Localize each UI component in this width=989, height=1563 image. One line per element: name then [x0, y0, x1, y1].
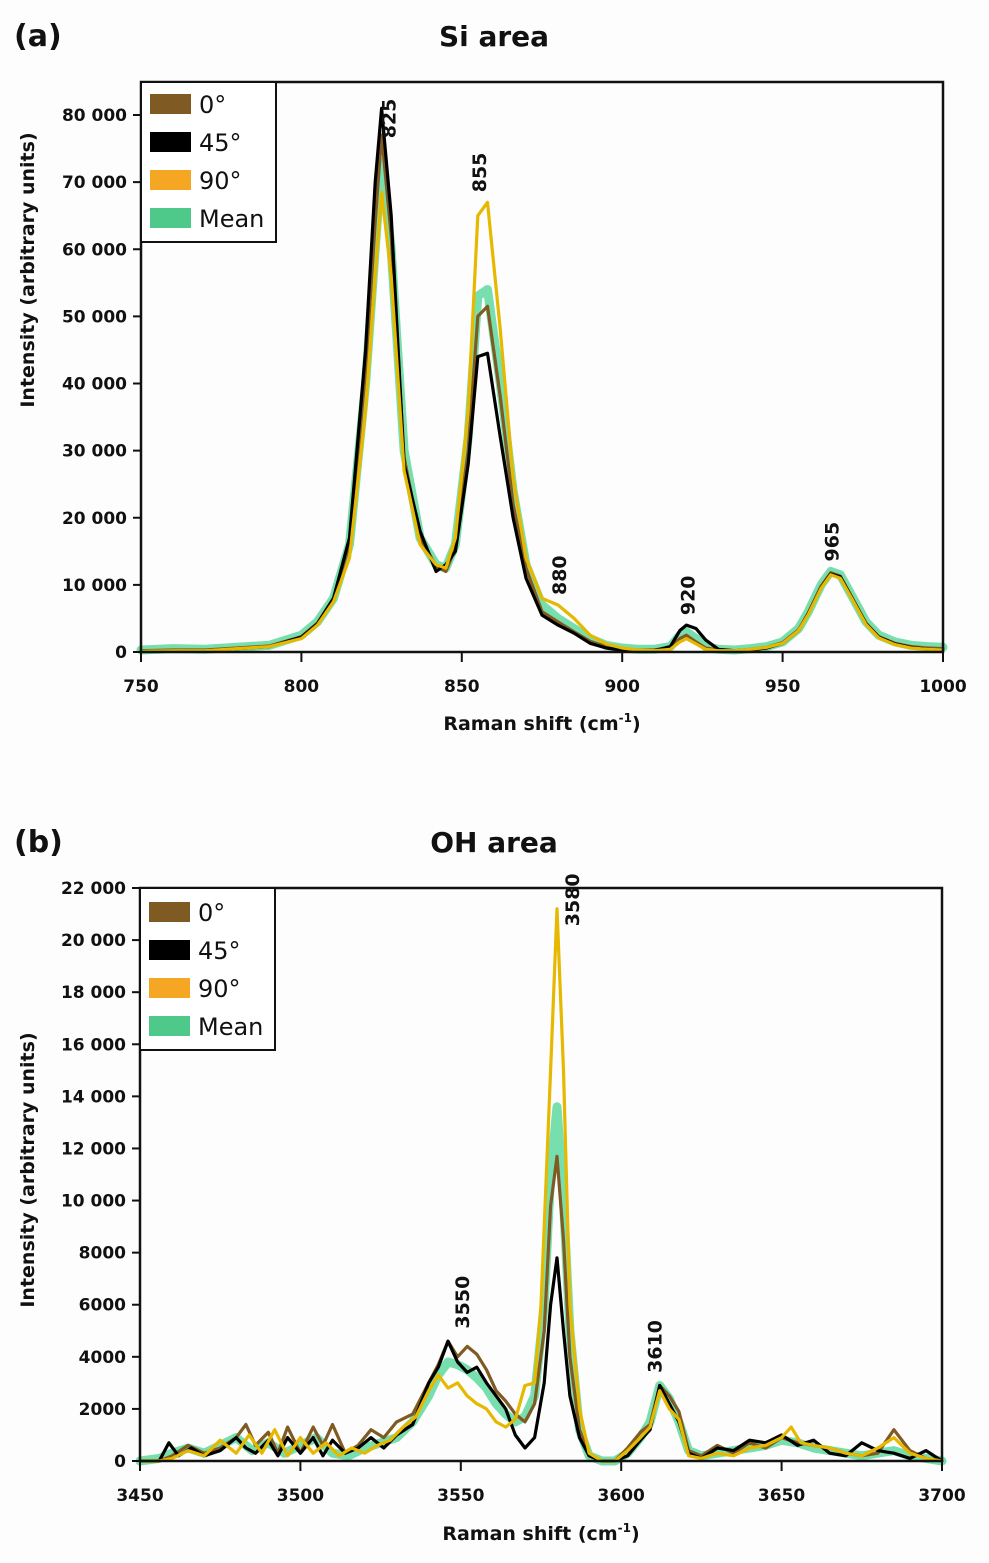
x-tick-label: 3450 — [116, 1486, 163, 1506]
y-tick-label: 40 000 — [62, 375, 127, 395]
x-tick-label: 900 — [604, 677, 640, 697]
y-tick-label: 22 000 — [61, 879, 126, 899]
series-line-0deg — [138, 1154, 944, 1463]
chart-panel-a: (a) Si area 0 10 000 20 000 30 000 40 000 50 00… — [14, 19, 967, 735]
x-tick-label: 3700 — [918, 1486, 965, 1506]
x-axis-label: Raman shift (cm-1) — [442, 1521, 639, 1545]
x-tick-label: 3600 — [598, 1486, 645, 1506]
plot-frame — [138, 886, 944, 1463]
y-tick-label: 50 000 — [62, 307, 127, 327]
legend-swatch — [149, 978, 190, 998]
series-line-90deg — [139, 190, 945, 653]
x-tick-label: 800 — [284, 677, 320, 697]
y-tick-label: 20 000 — [62, 509, 127, 529]
peak-label: 3610 — [644, 1320, 666, 1373]
x-tick-label: 750 — [123, 677, 159, 697]
y-tick-label: 16 000 — [61, 1035, 126, 1055]
y-tick-label: 6000 — [79, 1296, 126, 1316]
y-tick-label: 0 — [114, 1452, 126, 1472]
peak-label: 3550 — [452, 1276, 474, 1329]
y-tick-label: 60 000 — [62, 240, 127, 260]
y-tick-label: 0 — [115, 643, 127, 663]
y-axis-label: Intensity (arbitrary units) — [17, 132, 39, 407]
peak-label: 825 — [379, 99, 401, 139]
y-tick-label: 14 000 — [61, 1087, 126, 1107]
legend-label: Mean — [198, 1013, 263, 1041]
x-axis-label: Raman shift (cm-1) — [443, 711, 640, 735]
legend-swatch — [150, 170, 191, 190]
x-tick-label: 1000 — [919, 677, 966, 697]
plot-frame — [139, 80, 945, 654]
x-tick-label: 3500 — [277, 1486, 324, 1506]
x-tick-label: 950 — [765, 677, 801, 697]
y-tick-label: 12 000 — [61, 1139, 126, 1159]
legend-label: 45° — [199, 129, 242, 157]
legend-label: 90° — [199, 167, 242, 195]
legend-label: Mean — [199, 205, 264, 233]
peak-label: 965 — [822, 522, 844, 562]
panel-label: (b) — [14, 825, 63, 860]
x-tick-label: 3550 — [437, 1486, 484, 1506]
chart-title: OH area — [430, 826, 558, 859]
legend-swatch — [150, 208, 191, 228]
legend-label: 90° — [198, 975, 241, 1003]
y-tick-label: 18 000 — [61, 983, 126, 1003]
y-tick-label: 80 000 — [62, 106, 127, 126]
y-tick-label: 2000 — [79, 1400, 126, 1420]
peak-label: 920 — [677, 575, 699, 615]
x-tick-label: 3650 — [758, 1486, 805, 1506]
peak-label: 855 — [469, 153, 491, 193]
y-tick-label: 30 000 — [62, 442, 127, 462]
legend-swatch — [150, 94, 191, 114]
y-tick-label: 20 000 — [61, 931, 126, 951]
peak-label: 3580 — [562, 873, 584, 926]
legend: 0° 45° 90° Mean — [139, 887, 276, 1051]
y-tick-label: 70 000 — [62, 173, 127, 193]
y-tick-label: 8000 — [79, 1244, 126, 1264]
series-line-45deg — [138, 1256, 944, 1463]
y-tick-label: 4000 — [79, 1348, 126, 1368]
legend-swatch — [149, 902, 190, 922]
series-line-90deg — [138, 907, 944, 1463]
panel-label: (a) — [14, 19, 62, 54]
legend-swatch — [149, 940, 190, 960]
legend-label: 0° — [198, 899, 225, 927]
legend: 0° 45° 90° Mean — [140, 81, 277, 243]
legend-swatch — [149, 1016, 190, 1036]
chart-panel-b: (b) OH area 0 2000 4000 6000 8000 10 000 12 000 1… — [14, 825, 966, 1545]
legend-label: 0° — [199, 91, 226, 119]
y-axis-label: Intensity (arbitrary units) — [17, 1032, 39, 1307]
x-tick-label: 850 — [444, 677, 480, 697]
y-tick-label: 10 000 — [61, 1192, 126, 1212]
peak-label: 880 — [549, 555, 571, 595]
legend-label: 45° — [198, 937, 241, 965]
chart-title: Si area — [439, 20, 549, 53]
y-tick-label: 10 000 — [62, 576, 127, 596]
legend-swatch — [150, 132, 191, 152]
